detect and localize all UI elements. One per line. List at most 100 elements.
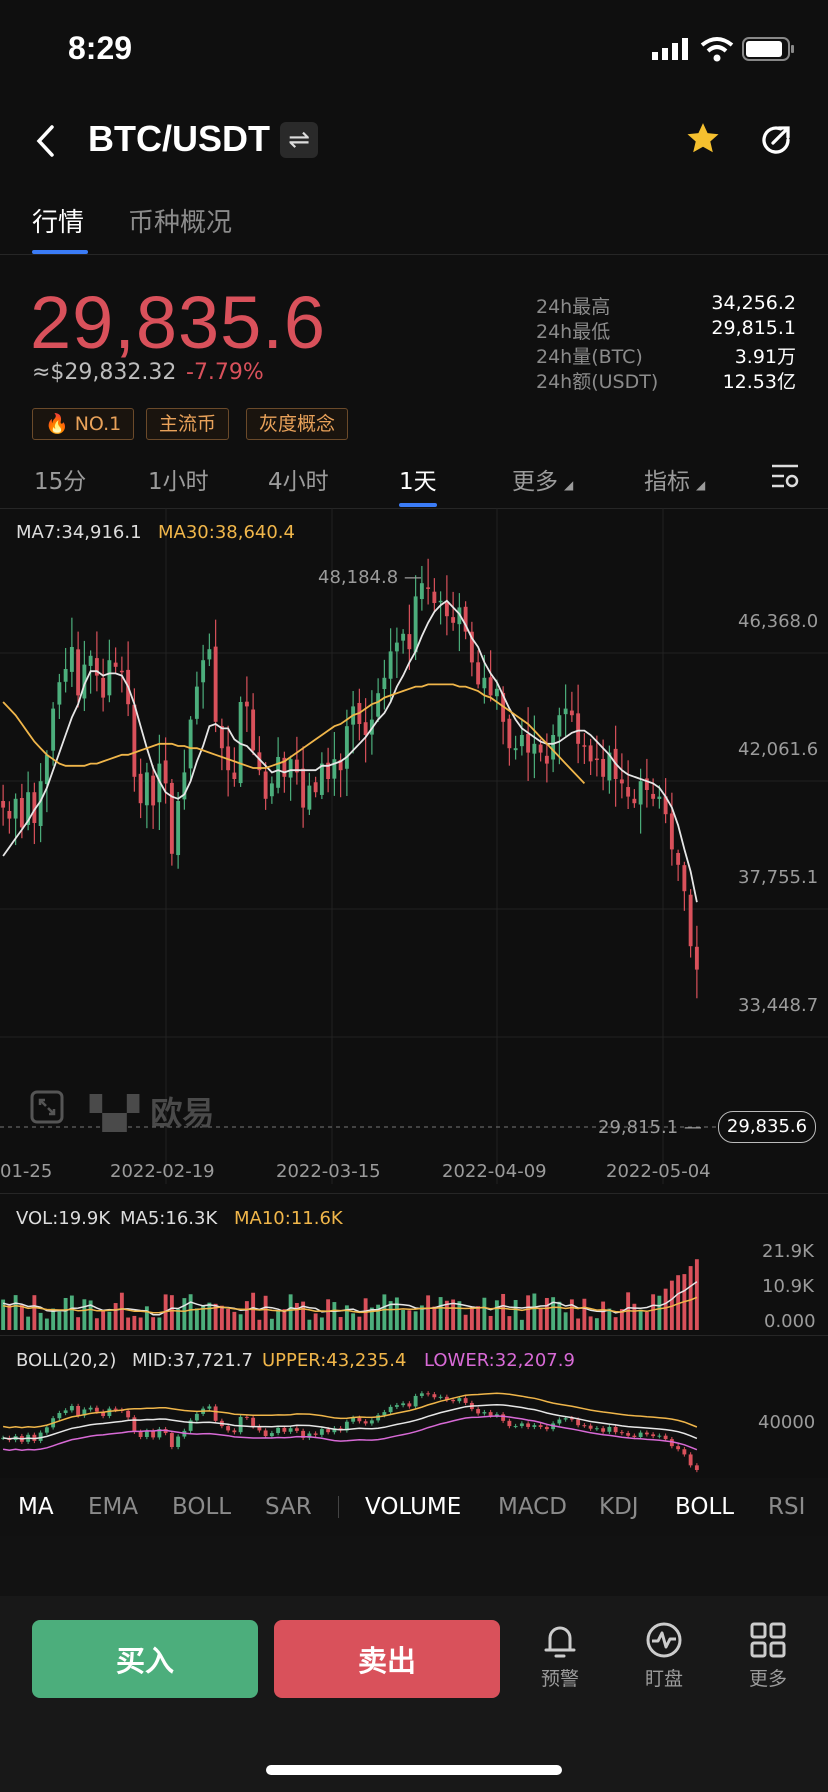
ma7-line	[2, 599, 698, 903]
volume-chart[interactable]	[0, 1234, 828, 1334]
favorite-star-icon[interactable]	[684, 120, 722, 158]
swap-pair-button[interactable]: ⇌	[280, 122, 318, 158]
badge-grayscale[interactable]: 灰度概念	[246, 408, 349, 440]
indicator-tab-kdj[interactable]: KDJ	[599, 1494, 639, 1520]
watch-button[interactable]: 盯盘	[634, 1620, 694, 1691]
volume-bar	[457, 1301, 462, 1330]
indicator-tab-boll-sub[interactable]: BOLL	[675, 1494, 735, 1520]
indicators-menu[interactable]: 指标 ◢	[644, 469, 706, 495]
boll-candle-body	[688, 1454, 693, 1466]
share-icon[interactable]	[758, 122, 794, 158]
candle-body	[394, 642, 399, 652]
indicator-tab-ma[interactable]: MA	[18, 1494, 54, 1520]
boll-candle-body	[307, 1433, 312, 1438]
candle-body	[294, 759, 299, 773]
timeframe-1d[interactable]: 1天	[399, 469, 437, 495]
volume-bar	[19, 1305, 24, 1330]
volume-bar	[151, 1317, 156, 1330]
sell-button[interactable]: 卖出	[274, 1620, 500, 1698]
tab-coin-overview[interactable]: 币种概况	[128, 208, 233, 238]
usd-price: ≈$29,832.32	[32, 360, 177, 385]
volume-bar	[332, 1302, 337, 1330]
boll-candle-body	[38, 1432, 43, 1441]
boll-candle-body	[607, 1426, 612, 1432]
volume-bar	[44, 1318, 49, 1330]
buy-button[interactable]: 买入	[32, 1620, 258, 1698]
last-price: 29,835.6	[30, 281, 327, 364]
candle-body	[301, 768, 306, 808]
indicator-tab-boll[interactable]: BOLL	[172, 1494, 232, 1520]
wifi-icon	[700, 37, 734, 62]
candle-body	[113, 662, 118, 667]
alert-button[interactable]: 预警	[530, 1620, 590, 1691]
volume-bar	[476, 1306, 481, 1330]
vol-axis-label: 21.9K	[762, 1241, 814, 1262]
timeframe-1h[interactable]: 1小时	[148, 469, 209, 495]
candlestick-chart[interactable]	[0, 508, 828, 1194]
boll-candle-body	[651, 1434, 656, 1437]
boll-candle-body	[444, 1396, 449, 1400]
indicator-tab-sar[interactable]: SAR	[265, 1494, 312, 1520]
volume-bar	[607, 1308, 612, 1330]
boll-candle-body	[138, 1431, 143, 1437]
chart-settings-icon[interactable]	[770, 462, 800, 490]
candle-body	[169, 782, 174, 854]
boll-candle-body	[669, 1439, 674, 1447]
fire-icon: 🔥	[45, 413, 69, 435]
indicator-tab-volume[interactable]: VOLUME	[365, 1494, 462, 1520]
indicator-tab-ema[interactable]: EMA	[88, 1494, 139, 1520]
candle-body	[26, 792, 31, 825]
boll-candle-body	[151, 1430, 156, 1438]
more-button[interactable]: 更多	[738, 1620, 798, 1691]
boll-candle-body	[101, 1411, 106, 1417]
price-change: -7.79%	[186, 360, 264, 385]
candle-body	[451, 617, 456, 623]
volume-bar	[676, 1275, 681, 1330]
boll-candle-body	[513, 1426, 518, 1428]
boll-candle-body	[169, 1433, 174, 1448]
candle-body	[657, 796, 662, 799]
volume-bar	[138, 1317, 143, 1330]
candle-body	[63, 669, 68, 682]
tab-market[interactable]: 行情	[32, 208, 85, 238]
current-price-tag[interactable]: 29,835.6	[718, 1111, 816, 1143]
indicator-tab-macd[interactable]: MACD	[498, 1494, 567, 1520]
volume-bar	[469, 1306, 474, 1330]
candle-body	[344, 726, 349, 769]
x-tick-label: 2022-02-19	[110, 1161, 215, 1182]
boll-candle-body	[494, 1414, 499, 1416]
boll-candle-body	[501, 1414, 506, 1421]
indicator-tab-rsi[interactable]: RSI	[768, 1494, 806, 1520]
boll-candle-body	[144, 1430, 149, 1437]
timeframe-more[interactable]: 更多 ◢	[512, 469, 574, 495]
candle-body	[288, 759, 293, 778]
candle-body	[519, 735, 524, 747]
candle-body	[688, 894, 693, 947]
volume-bar	[369, 1307, 374, 1330]
boll-candle-body	[657, 1435, 662, 1437]
volume-bar	[226, 1308, 231, 1330]
fullscreen-icon[interactable]	[30, 1090, 64, 1124]
timeframe-4h[interactable]: 4小时	[268, 469, 329, 495]
timeframe-bar	[0, 452, 828, 509]
boll-candle-body	[94, 1407, 99, 1412]
boll-candle-body	[351, 1417, 356, 1422]
boll-chart[interactable]	[0, 1374, 828, 1478]
candle-body	[151, 775, 156, 806]
badge-rank[interactable]: 🔥 NO.1	[32, 408, 135, 440]
timeframe-15m[interactable]: 15分	[34, 469, 87, 495]
volume-bar	[238, 1314, 243, 1330]
volume-bar	[319, 1317, 324, 1330]
divider	[0, 1193, 828, 1194]
badge-mainstream[interactable]: 主流币	[146, 408, 230, 440]
volume-bar	[101, 1310, 106, 1330]
vol-ma5-legend: MA5:16.3K	[120, 1208, 218, 1229]
volume-bar	[432, 1306, 437, 1330]
section-peek	[0, 1536, 828, 1596]
volume-bar	[507, 1316, 512, 1330]
back-icon[interactable]	[34, 124, 58, 158]
header	[0, 100, 828, 190]
ma30-legend: MA30:38,640.4	[158, 522, 295, 543]
boll-candle-body	[632, 1435, 637, 1437]
boll-candle-body	[619, 1432, 624, 1434]
